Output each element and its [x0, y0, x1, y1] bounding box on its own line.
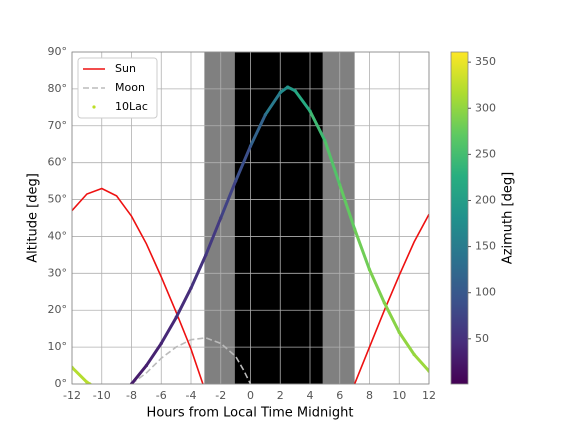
scatter-point: [248, 144, 253, 148]
x-tick-label: 6: [336, 389, 343, 402]
legend-marker: [92, 105, 96, 109]
legend-label: 10Lac: [115, 100, 148, 113]
y-tick-label: 30°: [48, 266, 68, 279]
scatter-trace: [72, 365, 89, 384]
series-line: [72, 187, 429, 384]
scatter-point: [174, 316, 178, 320]
scatter-trace: [382, 301, 401, 334]
y-tick-label: 90°: [48, 45, 68, 58]
scatter-trace: [397, 330, 416, 356]
x-tick-label: 0: [247, 389, 254, 402]
x-axis-label: Hours from Local Time Midnight: [147, 406, 354, 421]
scatter-point: [338, 183, 342, 187]
scatter-trace: [159, 316, 178, 345]
y-tick-label: 20°: [48, 303, 68, 316]
scatter-trace: [308, 109, 327, 143]
colorbar-tick-label: 200: [475, 193, 496, 206]
x-tick-label: 4: [307, 389, 314, 402]
colorbar-tick-label: 50: [475, 332, 489, 345]
x-tick-label: -8: [126, 389, 137, 402]
scatter-trace: [368, 268, 386, 305]
x-tick-label: -6: [156, 389, 167, 402]
y-tick-label: 70°: [48, 119, 68, 132]
x-tick-label: 8: [366, 389, 373, 402]
colorbar-tick-label: 150: [475, 240, 496, 253]
x-tick-label: -10: [93, 389, 111, 402]
x-tick-label: 10: [392, 389, 406, 402]
series-group: [72, 85, 429, 384]
y-tick-label: 80°: [48, 82, 68, 95]
x-tick-label: -12: [63, 389, 81, 402]
scatter-point: [308, 109, 312, 113]
scatter-trace: [189, 253, 208, 290]
scatter-trace: [323, 139, 342, 187]
scatter-trace: [412, 352, 429, 373]
scatter-point: [382, 301, 386, 305]
x-tick-label: -4: [186, 389, 197, 402]
y-tick-label: 60°: [48, 156, 68, 169]
scatter-trace: [338, 183, 357, 231]
colorbar-tick-label: 350: [475, 55, 496, 68]
scatter-point: [323, 138, 327, 143]
scatter-point: [159, 341, 163, 346]
scatter-point: [219, 216, 223, 220]
scatter-trace: [204, 216, 223, 257]
scatter-point: [234, 179, 238, 183]
scatter-point: [286, 85, 290, 89]
colorbar-tick-label: 100: [475, 286, 496, 299]
scatter-point: [263, 113, 267, 117]
x-tick-label: 2: [277, 389, 284, 402]
colorbar-tick-label: 250: [475, 147, 496, 160]
scatter-trace: [293, 89, 312, 113]
scatter-trace: [249, 113, 267, 148]
colorbar-label: Azimuth [deg]: [501, 172, 516, 264]
scatter-point: [144, 363, 148, 368]
y-tick-label: 50°: [48, 193, 68, 206]
scatter-point: [412, 352, 416, 357]
scatter-point: [85, 380, 89, 384]
scatter-point: [189, 286, 193, 290]
y-tick-label: 10°: [48, 340, 68, 353]
x-tick-label: -2: [215, 389, 226, 402]
legend-label: Sun: [115, 62, 136, 75]
scatter-trace: [234, 144, 252, 183]
plot-frame: [71, 51, 430, 385]
legend-box: [77, 57, 158, 119]
scatter-trace: [174, 286, 193, 320]
scatter-point: [204, 253, 208, 257]
y-axis-label: Altitude [deg]: [26, 173, 41, 263]
scatter-point: [397, 330, 401, 334]
scatter-trace: [144, 341, 163, 368]
scatter-trace: [130, 364, 148, 384]
night-shade: [234, 52, 323, 384]
legend-label: Moon: [115, 81, 145, 94]
scatter-trace: [263, 91, 282, 117]
scatter-point: [278, 90, 282, 95]
x-tick-label: 12: [422, 389, 436, 402]
y-tick-label: 0°: [55, 377, 68, 390]
scatter-trace: [353, 227, 371, 272]
y-tick-label: 40°: [48, 229, 68, 242]
colorbar-tick-label: 300: [475, 101, 496, 114]
series-line: [131, 337, 252, 384]
scatter-point: [353, 227, 357, 231]
colorbar: [450, 51, 469, 385]
scatter-trace: [219, 179, 238, 220]
scatter-point: [293, 89, 297, 93]
scatter-point: [367, 268, 372, 272]
